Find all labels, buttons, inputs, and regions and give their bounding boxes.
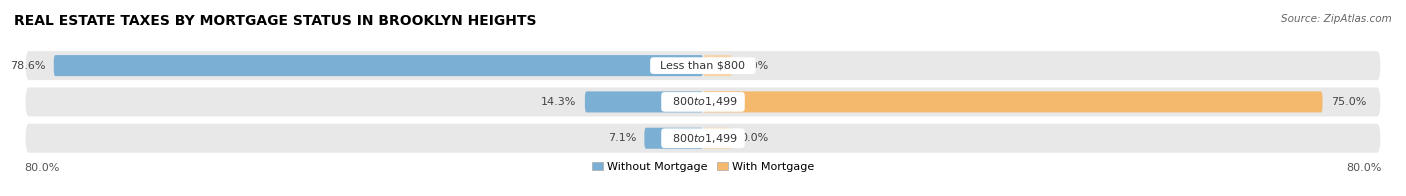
Legend: Without Mortgage, With Mortgage: Without Mortgage, With Mortgage bbox=[588, 157, 818, 176]
FancyBboxPatch shape bbox=[644, 128, 703, 149]
Text: REAL ESTATE TAXES BY MORTGAGE STATUS IN BROOKLYN HEIGHTS: REAL ESTATE TAXES BY MORTGAGE STATUS IN … bbox=[14, 14, 537, 28]
Text: $800 to $1,499: $800 to $1,499 bbox=[665, 95, 741, 108]
FancyBboxPatch shape bbox=[25, 51, 1381, 80]
FancyBboxPatch shape bbox=[25, 87, 1381, 116]
Text: 0.0%: 0.0% bbox=[740, 61, 769, 71]
FancyBboxPatch shape bbox=[703, 128, 733, 149]
Text: 0.0%: 0.0% bbox=[740, 133, 769, 143]
FancyBboxPatch shape bbox=[703, 55, 733, 76]
FancyBboxPatch shape bbox=[25, 124, 1381, 153]
FancyBboxPatch shape bbox=[53, 55, 703, 76]
Text: Source: ZipAtlas.com: Source: ZipAtlas.com bbox=[1281, 14, 1392, 24]
FancyBboxPatch shape bbox=[585, 91, 703, 113]
Text: $800 to $1,499: $800 to $1,499 bbox=[665, 132, 741, 145]
FancyBboxPatch shape bbox=[703, 91, 1323, 113]
Text: 78.6%: 78.6% bbox=[10, 61, 45, 71]
Text: 14.3%: 14.3% bbox=[541, 97, 576, 107]
Text: Less than $800: Less than $800 bbox=[654, 61, 752, 71]
Text: 75.0%: 75.0% bbox=[1330, 97, 1367, 107]
Text: 7.1%: 7.1% bbox=[607, 133, 636, 143]
